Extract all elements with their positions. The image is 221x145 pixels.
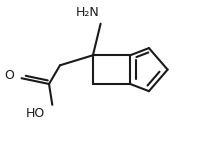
Text: O: O [5, 69, 14, 82]
Text: HO: HO [26, 107, 46, 120]
Text: H₂N: H₂N [75, 6, 99, 19]
